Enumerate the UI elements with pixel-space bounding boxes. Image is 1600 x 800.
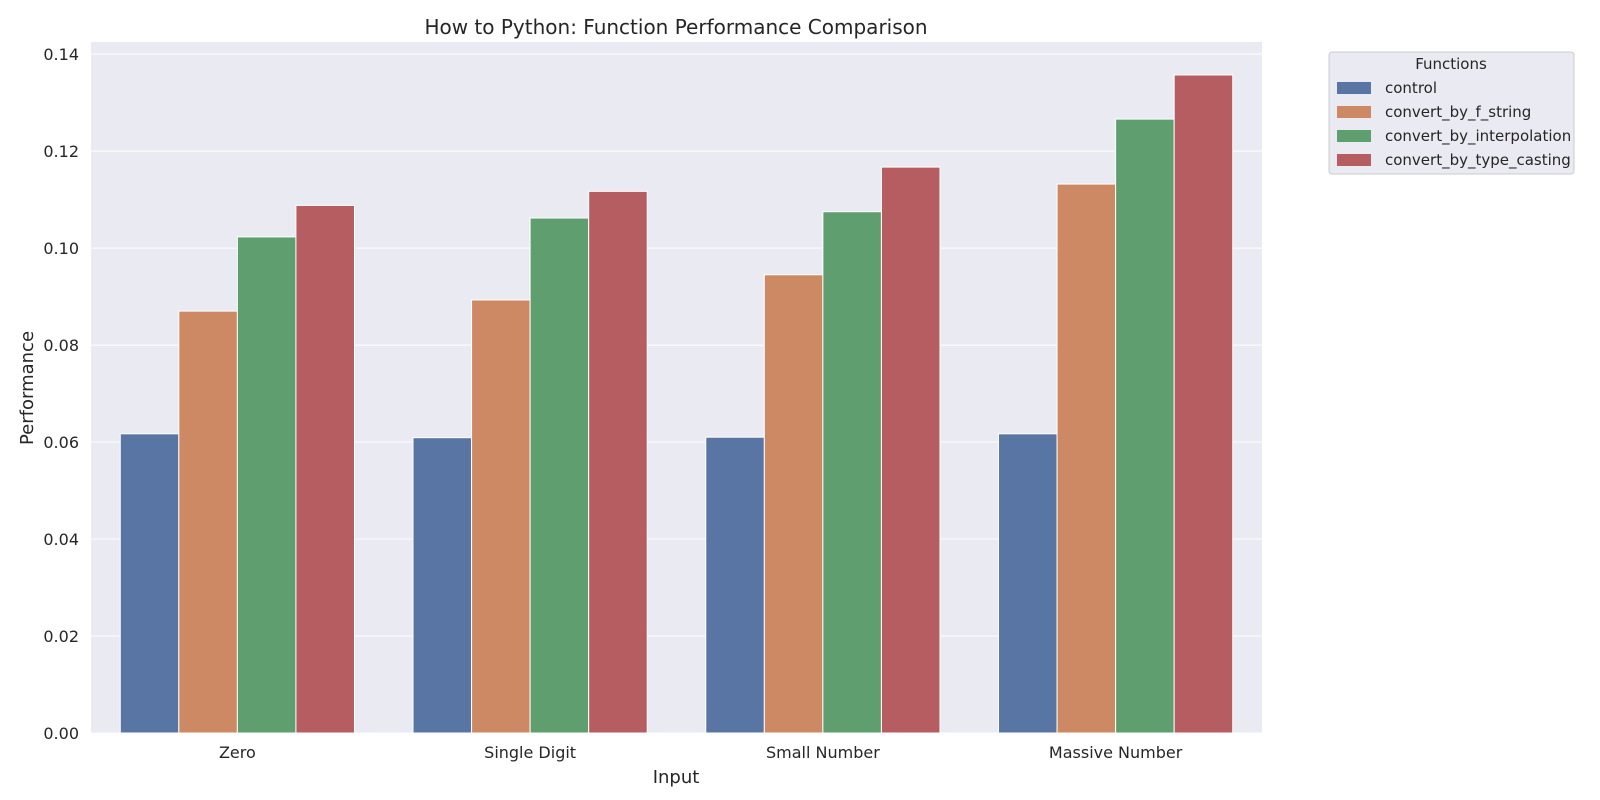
x-tick-label: Massive Number: [1049, 743, 1183, 762]
bar-control-2: [705, 436, 765, 734]
legend-items: control convert_by_f_string convert_by_int…: [1337, 79, 1571, 170]
bar-convert_by_f_string-1: [471, 299, 531, 734]
chart-title: How to Python: Function Performance Comp…: [424, 15, 927, 39]
bar-convert_by_interpolation-3: [1115, 118, 1175, 734]
y-tick-label: 0.14: [43, 45, 79, 64]
bar-control-3: [998, 433, 1058, 734]
y-axis-label: Performance: [17, 331, 38, 445]
bar-convert_by_interpolation-0: [236, 236, 297, 734]
bars: [119, 74, 1234, 734]
bar-convert_by_type_casting-3: [1173, 74, 1234, 734]
y-tick-label: 0.00: [43, 724, 79, 743]
y-tick-label: 0.06: [43, 433, 79, 452]
legend-label: convert_by_interpolation: [1385, 127, 1571, 146]
y-tick-label: 0.04: [43, 530, 79, 549]
x-tick-label: Zero: [219, 743, 256, 762]
bar-convert_by_f_string-3: [1056, 183, 1117, 734]
x-tick-labels: Zero Single Digit Small Number Massive Numb…: [219, 743, 1183, 762]
x-tick-label: Single Digit: [484, 743, 576, 762]
bar-convert_by_type_casting-1: [588, 190, 648, 734]
legend-swatch: [1337, 82, 1371, 94]
bar-control-1: [412, 437, 473, 734]
y-tick-label: 0.08: [43, 336, 79, 355]
y-tick-labels: 0.00 0.02 0.04 0.06 0.08 0.10 0.12 0.14: [43, 45, 79, 743]
bar-convert_by_type_casting-2: [880, 166, 941, 734]
bar-control-0: [119, 433, 180, 734]
legend-swatch: [1337, 106, 1371, 118]
bar-convert_by_type_casting-0: [295, 204, 355, 734]
y-tick-label: 0.12: [43, 142, 79, 161]
legend-swatch: [1337, 154, 1371, 166]
bar-convert_by_interpolation-1: [529, 217, 590, 734]
legend: Functions control convert_by_f_stringconv…: [1328, 51, 1575, 175]
legend-label: control: [1385, 79, 1437, 97]
y-tick-label: 0.10: [43, 239, 79, 258]
x-axis-label: Input: [653, 767, 700, 788]
bar-convert_by_interpolation-2: [822, 211, 882, 734]
legend-title: Functions: [1415, 55, 1487, 73]
legend-label: convert_by_f_string: [1385, 103, 1531, 122]
y-tick-label: 0.02: [43, 627, 79, 646]
legend-frame: [1328, 51, 1575, 175]
bar-convert_by_f_string-2: [763, 274, 824, 734]
x-tick-label: Small Number: [766, 743, 880, 762]
legend-label: convert_by_type_casting: [1385, 151, 1571, 170]
legend-swatch: [1337, 130, 1371, 142]
bar-convert_by_f_string-0: [178, 310, 238, 734]
